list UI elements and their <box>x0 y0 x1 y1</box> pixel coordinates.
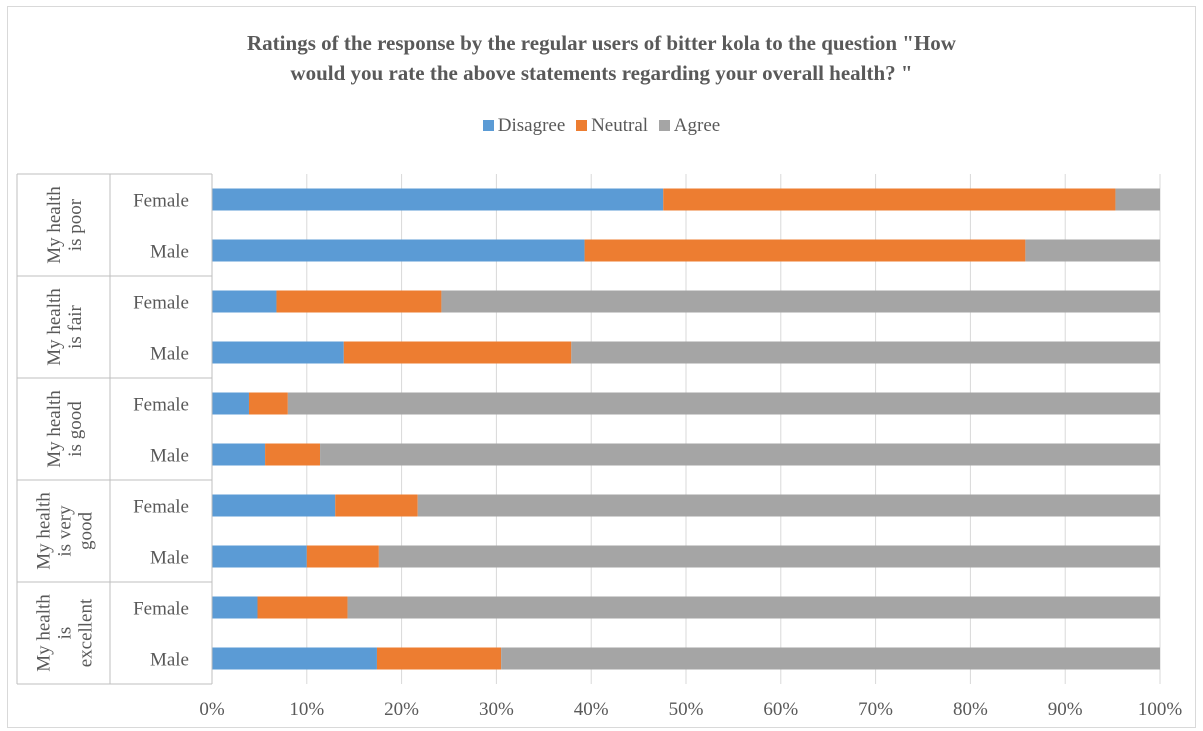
subcategory-label: Male <box>150 242 189 263</box>
bar-neutral-group-2-male <box>265 443 321 466</box>
x-tick-label-0: 0% <box>199 699 225 720</box>
subcategory-label: Male <box>150 446 189 467</box>
group-label-line: My health <box>44 390 65 468</box>
bar-agree-group-3-male <box>378 545 1160 568</box>
group-label-line: My health <box>34 594 55 672</box>
group-label-line: is good <box>65 401 86 457</box>
bar-agree-group-1-female <box>441 290 1160 313</box>
subcategory-label: Male <box>150 548 189 569</box>
bar-neutral-group-1-male <box>343 341 572 364</box>
bar-agree-group-4-male <box>501 647 1160 670</box>
x-tick-label-10: 100% <box>1138 699 1183 720</box>
bar-agree-group-1-male <box>571 341 1160 364</box>
legend-label-disagree: Disagree <box>497 115 566 136</box>
bar-disagree-group-0-male <box>212 239 585 262</box>
x-tick-label-6: 60% <box>763 699 798 720</box>
legend-item-disagree: Disagree <box>482 115 566 137</box>
bar-neutral-group-3-male <box>306 545 379 568</box>
bar-disagree-group-0-female <box>212 188 664 211</box>
bar-agree-group-0-male <box>1025 239 1160 262</box>
x-tick-label-9: 90% <box>1048 699 1083 720</box>
subcategory-label: Female <box>133 191 189 212</box>
group-label-line: My health <box>44 186 65 264</box>
bar-disagree-group-4-female <box>212 596 258 619</box>
x-tick-label-4: 40% <box>574 699 609 720</box>
subcategory-label: Male <box>150 344 189 365</box>
chart-title-line-1: Ratings of the response by the regular u… <box>247 31 956 55</box>
group-label-line: is very <box>55 505 76 557</box>
bar-neutral-group-2-female <box>248 392 288 415</box>
legend-item-neutral: Neutral <box>576 115 648 137</box>
bar-disagree-group-1-female <box>212 290 277 313</box>
subcategory-label: Female <box>133 599 189 620</box>
group-label-line: My health <box>34 492 55 570</box>
bar-agree-group-2-female <box>287 392 1161 415</box>
subcategory-label: Male <box>150 650 189 671</box>
legend: Disagree Neutral Agree <box>0 115 1203 137</box>
x-tick-label-3: 30% <box>479 699 514 720</box>
group-label-line: good <box>76 512 97 551</box>
bar-disagree-group-2-female <box>212 392 249 415</box>
legend-swatch-agree <box>658 120 670 131</box>
group-label-line: excellent <box>76 598 97 667</box>
bar-disagree-group-3-female <box>212 494 336 517</box>
legend-swatch-disagree <box>482 120 494 131</box>
group-label-line: is fair <box>65 304 86 348</box>
group-label-line: is <box>55 627 76 640</box>
legend-swatch-neutral <box>576 120 588 131</box>
bar-neutral-group-0-male <box>584 239 1026 262</box>
x-tick-label-8: 80% <box>953 699 988 720</box>
bar-agree-group-3-female <box>417 494 1160 517</box>
group-label-line: is poor <box>65 198 86 251</box>
bar-neutral-group-4-female <box>257 596 348 619</box>
bar-neutral-group-1-female <box>276 290 442 313</box>
x-tick-label-2: 20% <box>384 699 419 720</box>
bar-agree-group-4-female <box>347 596 1161 619</box>
bar-agree-group-2-male <box>320 443 1160 466</box>
chart-title-line-2: would you rate the above statements rega… <box>290 61 913 85</box>
group-label-line: My health <box>44 288 65 366</box>
x-tick-label-7: 70% <box>858 699 893 720</box>
chart-title: Ratings of the response by the regular u… <box>0 28 1203 88</box>
x-tick-label-1: 10% <box>289 699 324 720</box>
subcategory-label: Female <box>133 497 189 518</box>
bar-agree-group-0-female <box>1115 188 1160 211</box>
bar-disagree-group-2-male <box>212 443 266 466</box>
x-tick-label-5: 50% <box>669 699 704 720</box>
bar-disagree-group-3-male <box>212 545 307 568</box>
legend-label-agree: Agree <box>673 115 721 136</box>
bar-disagree-group-1-male <box>212 341 344 364</box>
subcategory-label: Female <box>133 293 189 314</box>
legend-item-agree: Agree <box>658 115 721 137</box>
legend-label-neutral: Neutral <box>591 115 649 136</box>
bar-neutral-group-3-female <box>335 494 418 517</box>
bar-neutral-group-0-female <box>663 188 1116 211</box>
bar-disagree-group-4-male <box>212 647 377 670</box>
bar-neutral-group-4-male <box>376 647 502 670</box>
subcategory-label: Female <box>133 395 189 416</box>
